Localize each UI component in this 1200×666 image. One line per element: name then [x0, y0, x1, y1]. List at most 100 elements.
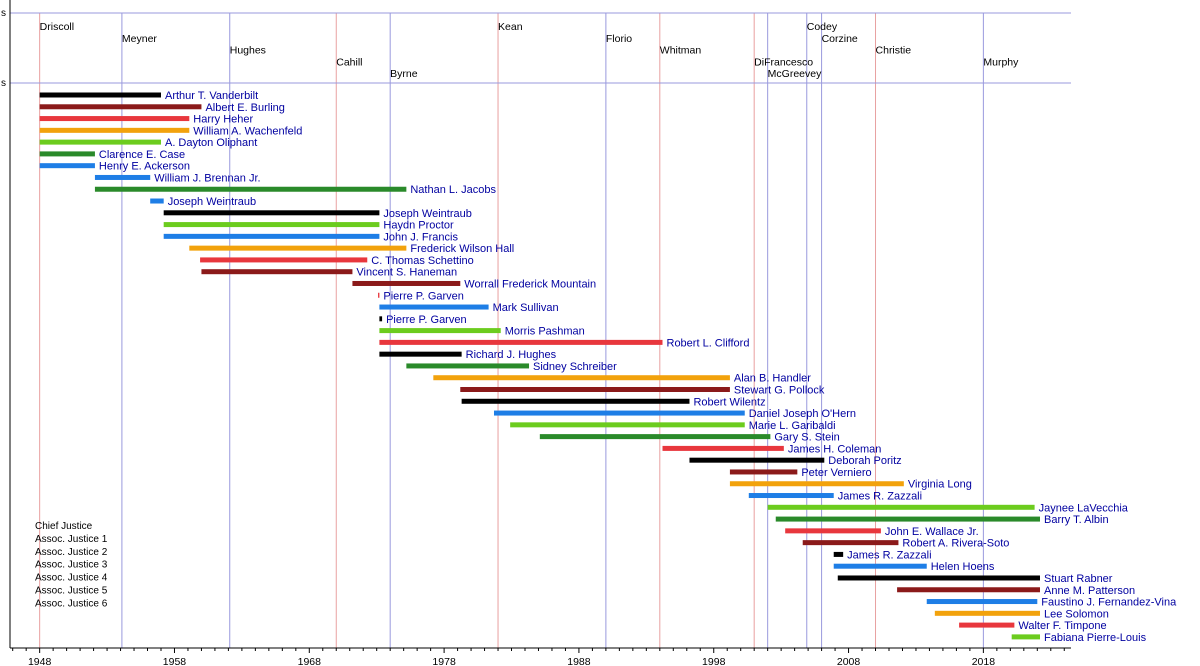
governor-label: Byrne — [390, 68, 418, 80]
x-axis: 1948 1958 1968 1978 1988 1998 2008 2018 — [10, 647, 1071, 666]
justice-bar — [689, 457, 825, 463]
justice-bar — [433, 375, 730, 381]
justice-label: Helen Hoens — [931, 561, 995, 573]
justice-label: Jaynee LaVecchia — [1039, 502, 1129, 514]
justice-bar — [460, 387, 730, 392]
x-tick-label: 1998 — [702, 656, 726, 666]
justice-label: Pierre P. Garven — [383, 290, 464, 302]
justice-label: Faustino J. Fernandez-Vina — [1041, 597, 1177, 609]
governor-label: DiFrancesco — [754, 56, 813, 68]
justice-label: Deborah Poritz — [828, 455, 901, 467]
justice-label: Joseph Weintraub — [168, 196, 256, 208]
justice-label: Worrall Frederick Mountain — [464, 278, 596, 290]
justice-label: William J. Brennan Jr. — [154, 172, 260, 184]
justice-label: Virginia Long — [908, 479, 972, 491]
justice-bar — [378, 292, 380, 298]
justice-label: Alan B. Handler — [734, 373, 811, 385]
legend-entry: Assoc. Justice 6 — [35, 598, 108, 609]
justice-bar — [379, 304, 489, 310]
justice-label: Joseph Weintraub — [383, 208, 471, 220]
chart-frame — [9, 0, 1071, 648]
justice-bar — [802, 540, 899, 546]
justice-bar — [662, 445, 784, 451]
justice-label: A. Dayton Oliphant — [165, 137, 257, 149]
legend-entry: Assoc. Justice 4 — [35, 573, 108, 584]
justice-bar — [379, 339, 663, 345]
justice-bar — [833, 551, 844, 557]
justice-bar — [39, 163, 95, 169]
justice-bar — [510, 422, 745, 428]
justice-label: Richard J. Hughes — [466, 349, 557, 361]
truncated-label: s — [1, 78, 6, 89]
governor-label: Hughes — [230, 45, 266, 57]
governor-label: Whitman — [660, 45, 702, 57]
governor-label: Cahill — [336, 56, 362, 68]
justice-bar — [39, 139, 161, 145]
x-tick-label: 1958 — [163, 656, 187, 666]
x-tick-label: 1948 — [28, 656, 52, 666]
x-tick-label: 1968 — [298, 656, 322, 666]
justice-bar — [833, 563, 927, 569]
legend-entry: Assoc. Justice 3 — [35, 560, 108, 571]
justice-bar — [406, 363, 530, 369]
governor-label: Florio — [606, 33, 632, 45]
justice-bar — [959, 622, 1015, 628]
justice-bar — [189, 245, 407, 251]
justice-label: Harry Heher — [193, 114, 253, 126]
justice-label: Daniel Joseph O'Hern — [749, 408, 856, 420]
legend-entry: Assoc. Justice 5 — [35, 586, 108, 597]
truncated-left-labels: ss — [1, 8, 6, 89]
justice-label: William A. Wachenfeld — [193, 125, 302, 137]
justice-bar — [379, 351, 462, 357]
justice-label: Robert A. Rivera-Soto — [902, 538, 1009, 550]
justice-label: Marie L. Garibaldi — [749, 420, 836, 432]
governor-labels: Driscoll Meyner Hughes Cahill Byrne Kean Flori… — [40, 21, 1019, 80]
justice-label: Nathan L. Jacobs — [410, 184, 496, 196]
justice-bar — [150, 198, 164, 204]
justice-bar — [934, 610, 1040, 616]
justice-label: Robert Wilentz — [693, 396, 765, 408]
justice-label: Barry T. Albin — [1044, 514, 1109, 526]
justice-bar — [379, 316, 383, 322]
justice-bar — [163, 210, 380, 216]
justice-bar — [39, 127, 190, 133]
justice-label: James H. Coleman — [788, 443, 882, 455]
governor-label: Meyner — [122, 33, 158, 45]
governor-label: McGreevey — [768, 68, 822, 80]
justice-bar — [1011, 634, 1040, 640]
justice-bar — [39, 116, 190, 122]
justice-label: Robert L. Clifford — [667, 337, 750, 349]
justice-label: Lee Solomon — [1044, 608, 1109, 620]
justice-bar — [729, 469, 798, 475]
justice-bar — [352, 280, 461, 286]
x-tick-label: 2008 — [837, 656, 861, 666]
justice-label: Stewart G. Pollock — [734, 385, 825, 397]
justice-label: James R. Zazzali — [838, 491, 922, 503]
justice-label: Pierre P. Garven — [386, 314, 467, 326]
x-tick-label: 1978 — [432, 656, 456, 666]
legend-entry: Assoc. Justice 2 — [35, 547, 108, 558]
justice-label: Morris Pashman — [505, 326, 585, 338]
justice-bar — [461, 398, 690, 404]
legend-entry: Assoc. Justice 1 — [35, 534, 108, 545]
justice-bar — [926, 599, 1038, 605]
justice-bar — [201, 269, 353, 275]
truncated-label: s — [1, 8, 6, 19]
justice-bar — [39, 151, 95, 157]
justice-bar — [775, 516, 1040, 522]
justice-label: Clarence E. Case — [99, 149, 185, 161]
justice-label: John J. Francis — [383, 231, 458, 243]
justice-label: John E. Wallace Jr. — [885, 526, 979, 538]
governor-label: Codey — [807, 21, 838, 33]
x-tick-label: 2018 — [972, 656, 996, 666]
justice-label: C. Thomas Schettino — [371, 255, 474, 267]
justice-bar — [539, 434, 771, 440]
justice-label: Albert E. Burling — [205, 102, 284, 114]
justice-label: Anne M. Patterson — [1044, 585, 1135, 597]
justice-label: James R. Zazzali — [847, 549, 931, 561]
governor-label: Driscoll — [40, 21, 74, 33]
justice-label: Sidney Schreiber — [533, 361, 617, 373]
justice-bar — [163, 233, 380, 239]
justice-bar — [837, 575, 1040, 581]
